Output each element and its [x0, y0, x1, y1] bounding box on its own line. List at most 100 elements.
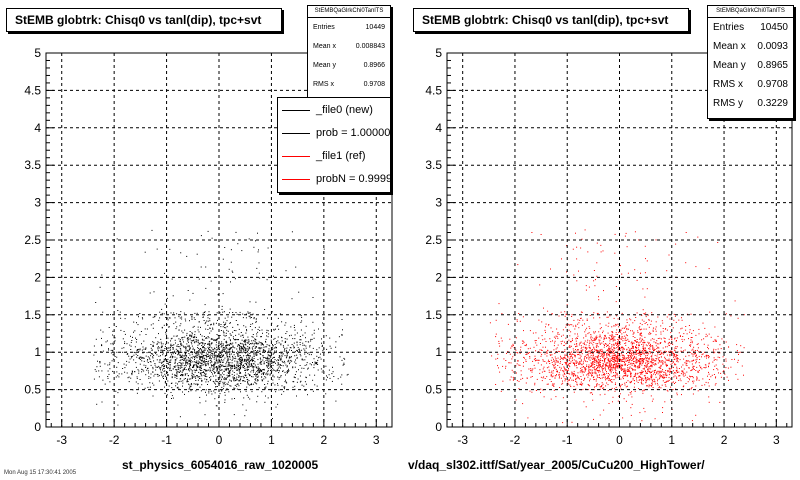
scatter-point: [707, 382, 709, 384]
scatter-point: [653, 347, 655, 349]
scatter-point: [235, 320, 237, 321]
scatter-point: [219, 369, 221, 371]
scatter-point: [548, 371, 550, 373]
scatter-point: [576, 351, 578, 353]
scatter-point: [575, 374, 577, 376]
scatter-point: [578, 354, 580, 355]
scatter-point: [160, 349, 162, 351]
scatter-point: [147, 356, 149, 358]
scatter-point: [123, 347, 125, 349]
scatter-point: [224, 317, 226, 319]
scatter-points: [93, 229, 349, 420]
scatter-point: [609, 338, 611, 340]
scatter-point: [596, 275, 598, 277]
scatter-point: [267, 363, 269, 365]
scatter-point: [179, 340, 181, 342]
scatter-point: [238, 370, 240, 372]
scatter-point: [312, 347, 314, 349]
scatter-point: [128, 361, 130, 363]
scatter-point: [191, 372, 193, 374]
scatter-point: [219, 383, 221, 384]
scatter-point: [621, 338, 623, 340]
scatter-point: [134, 330, 136, 332]
scatter-point: [529, 330, 531, 332]
scatter-point: [198, 343, 200, 344]
scatter-point: [670, 399, 672, 401]
scatter-point: [594, 369, 596, 371]
scatter-point: [624, 343, 626, 344]
scatter-point: [627, 364, 628, 366]
scatter-point: [545, 341, 547, 342]
scatter-point: [233, 330, 235, 331]
scatter-point: [592, 353, 594, 355]
scatter-point: [179, 354, 181, 356]
scatter-point: [267, 357, 269, 359]
scatter-point: [632, 358, 634, 360]
scatter-point: [141, 349, 143, 351]
scatter-point: [214, 398, 216, 400]
scatter-point: [698, 328, 700, 330]
scatter-point: [606, 353, 608, 355]
scatter-point: [717, 356, 719, 358]
scatter-point: [663, 337, 665, 339]
scatter-point: [161, 347, 163, 349]
scatter-point: [620, 329, 622, 331]
scatter-point: [300, 329, 302, 331]
scatter-point: [135, 362, 137, 364]
scatter-point: [249, 326, 251, 327]
scatter-point: [190, 360, 192, 361]
scatter-point: [630, 373, 631, 375]
scatter-point: [675, 372, 677, 374]
scatter-point: [243, 346, 245, 348]
scatter-point: [513, 347, 515, 349]
scatter-point: [715, 339, 717, 341]
scatter-point: [248, 341, 250, 343]
scatter-point: [618, 339, 620, 341]
scatter-point: [238, 376, 240, 378]
scatter-point: [152, 357, 154, 359]
scatter-point: [616, 357, 617, 359]
scatter-point: [562, 329, 564, 331]
scatter-point: [133, 359, 135, 361]
scatter-point: [178, 372, 180, 373]
scatter-point: [261, 344, 263, 345]
scatter-point: [221, 308, 223, 310]
scatter-point: [280, 365, 282, 366]
scatter-point: [626, 360, 628, 361]
scatter-point: [222, 343, 224, 345]
scatter-point: [591, 392, 593, 394]
scatter-point: [517, 352, 519, 354]
scatter-point: [524, 357, 525, 359]
scatter-point: [260, 369, 262, 371]
scatter-point: [146, 369, 148, 371]
scatter-point: [623, 327, 625, 329]
scatter-point: [171, 387, 173, 389]
scatter-point: [195, 377, 197, 379]
scatter-point: [200, 266, 202, 268]
scatter-point: [266, 358, 268, 360]
scatter-point: [277, 336, 279, 338]
scatter-point: [251, 351, 253, 352]
scatter-point: [673, 366, 674, 368]
scatter-point: [138, 357, 140, 359]
scatter-point: [127, 353, 129, 355]
scatter-point: [641, 359, 643, 361]
scatter-point: [197, 366, 199, 368]
scatter-point: [230, 261, 232, 263]
scatter-point: [632, 369, 633, 371]
scatter-point: [115, 376, 117, 378]
scatter-point: [708, 363, 710, 365]
scatter-point: [141, 371, 143, 373]
scatter-point: [216, 334, 218, 335]
scatter-point: [651, 359, 652, 361]
scatter-point: [199, 342, 201, 344]
scatter-point: [597, 346, 599, 348]
scatter-point: [562, 340, 564, 342]
scatter-point: [194, 319, 196, 320]
scatter-point: [589, 385, 591, 387]
scatter-point: [646, 373, 648, 374]
scatter-point: [594, 358, 596, 360]
scatter-point: [294, 361, 296, 363]
scatter-point: [314, 374, 316, 376]
scatter-point: [197, 326, 199, 328]
